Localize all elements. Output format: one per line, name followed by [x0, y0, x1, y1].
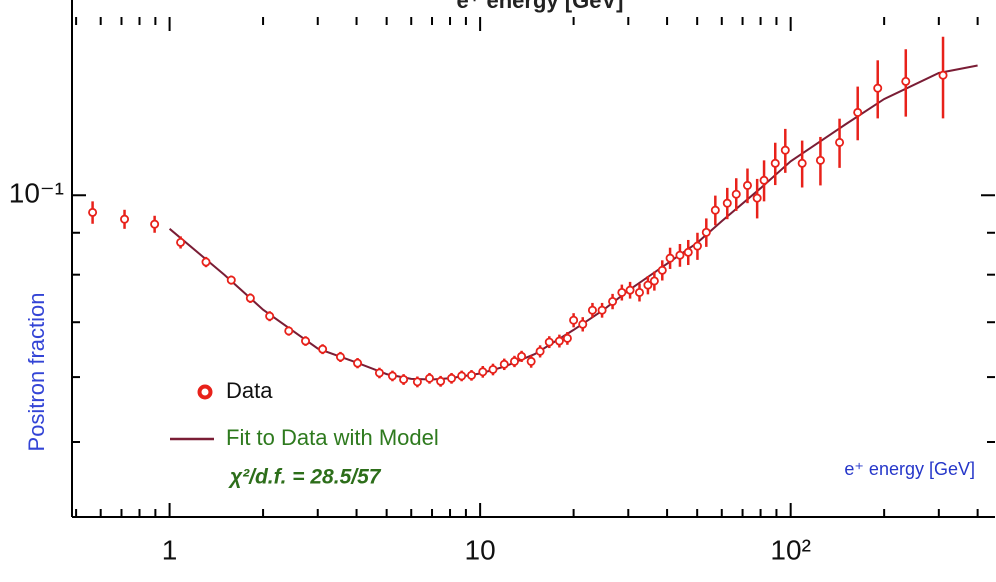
- data-point: [436, 376, 446, 386]
- data-point: [710, 205, 720, 215]
- data-point: [387, 371, 397, 381]
- data-point: [526, 356, 536, 366]
- x-tick-label: 10²: [770, 534, 810, 565]
- data-point: [873, 83, 883, 93]
- top-axis-label: e⁺ energy [GeV]: [457, 0, 624, 13]
- data-point: [752, 193, 762, 203]
- data-point: [318, 344, 328, 354]
- data-point: [120, 214, 130, 224]
- data-point: [353, 358, 363, 368]
- data-point: [742, 180, 752, 190]
- fit-line: [168, 64, 978, 381]
- data-point: [499, 359, 509, 369]
- data-point: [901, 76, 911, 86]
- data-point: [815, 155, 825, 165]
- data-point: [466, 370, 476, 380]
- data-point: [412, 377, 422, 387]
- legend-swatch: [197, 384, 213, 400]
- data-point: [780, 145, 790, 155]
- data-point: [509, 356, 519, 366]
- data-point: [759, 175, 769, 185]
- data-point: [535, 346, 545, 356]
- data-point: [665, 253, 675, 263]
- data-point: [301, 336, 311, 346]
- y-axis-label: Positron fraction: [24, 293, 49, 452]
- data-point: [88, 207, 98, 217]
- data-point: [578, 319, 588, 329]
- data-point: [245, 293, 255, 303]
- data-point: [634, 287, 644, 297]
- data-point: [625, 285, 635, 295]
- data-point: [731, 189, 741, 199]
- data-point: [569, 315, 579, 325]
- data-point: [649, 276, 659, 286]
- x-tick-label: 1: [162, 534, 178, 565]
- data-point: [835, 137, 845, 147]
- legend-label: Data: [226, 378, 273, 403]
- legend-label: Fit to Data with Model: [226, 425, 439, 450]
- data-point: [554, 336, 564, 346]
- data-point: [587, 305, 597, 315]
- data-point: [770, 158, 780, 168]
- data-point: [226, 275, 236, 285]
- x-axis-label: e⁺ energy [GeV]: [844, 459, 975, 479]
- data-point: [617, 287, 627, 297]
- x-tick-label: 10: [465, 534, 496, 565]
- data-point: [608, 296, 618, 306]
- data-point: [457, 371, 467, 381]
- data-point: [150, 219, 160, 229]
- data-point: [478, 367, 488, 377]
- y-tick-label: 10⁻¹: [9, 178, 64, 209]
- data-point: [938, 70, 948, 80]
- data-point: [201, 257, 211, 267]
- data-point: [701, 227, 711, 237]
- data-point: [675, 250, 685, 260]
- data-point: [657, 265, 667, 275]
- data-point: [643, 280, 653, 290]
- data-point: [722, 198, 732, 208]
- data-point: [692, 241, 702, 251]
- data-point: [517, 351, 527, 361]
- data-point: [399, 374, 409, 384]
- data-point: [797, 158, 807, 168]
- annotation: χ²/d.f. = 28.5/57: [228, 466, 382, 489]
- data-point: [544, 337, 554, 347]
- data-point: [265, 311, 275, 321]
- data-point: [683, 247, 693, 257]
- data-point: [424, 373, 434, 383]
- data-point: [853, 107, 863, 117]
- data-point: [488, 364, 498, 374]
- data-point: [284, 326, 294, 336]
- data-point: [335, 352, 345, 362]
- data-point: [176, 237, 186, 247]
- data-point: [562, 333, 572, 343]
- data-point: [374, 368, 384, 378]
- data-point: [597, 305, 607, 315]
- data-point: [447, 373, 457, 383]
